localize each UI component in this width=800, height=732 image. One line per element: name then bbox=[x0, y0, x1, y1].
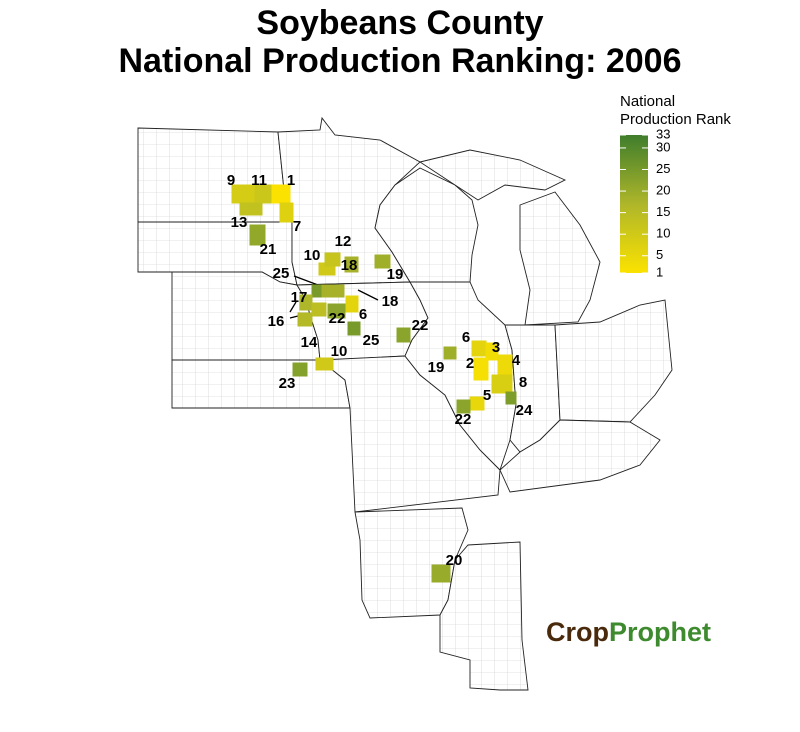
tick-label: 1 bbox=[656, 264, 663, 279]
rank-label: 4 bbox=[512, 352, 521, 369]
county bbox=[292, 362, 308, 377]
county bbox=[431, 564, 451, 583]
county bbox=[344, 256, 359, 273]
logo: CropProphet bbox=[546, 617, 711, 647]
rank-label: 25 bbox=[273, 265, 290, 282]
rank-label: 6 bbox=[359, 306, 367, 323]
county bbox=[249, 224, 266, 246]
county bbox=[347, 321, 361, 336]
legend-title: Production Rank bbox=[620, 111, 731, 128]
tick-label: 10 bbox=[656, 226, 670, 241]
tick-label: 25 bbox=[656, 161, 670, 176]
county bbox=[497, 354, 513, 376]
rank-label: 17 bbox=[291, 289, 308, 306]
rank-label: 7 bbox=[293, 218, 301, 235]
county bbox=[327, 303, 346, 319]
county bbox=[279, 202, 294, 223]
logo-part: Crop bbox=[546, 617, 609, 647]
state bbox=[439, 541, 529, 691]
rank-label: 22 bbox=[329, 310, 346, 327]
rank-label: 18 bbox=[341, 257, 358, 274]
tick-label: 30 bbox=[656, 139, 670, 154]
rank-label: 16 bbox=[268, 313, 285, 330]
rank-label: 14 bbox=[301, 334, 318, 351]
county bbox=[324, 252, 341, 267]
rank-label: 3 bbox=[492, 339, 500, 356]
tick-label: 5 bbox=[656, 247, 663, 262]
rank-label: 22 bbox=[455, 411, 472, 428]
rank-label: 12 bbox=[335, 233, 352, 250]
county bbox=[315, 357, 334, 371]
tick-label: 33 bbox=[656, 126, 670, 141]
state bbox=[374, 167, 479, 283]
county bbox=[374, 254, 391, 269]
rank-label: 25 bbox=[363, 332, 380, 349]
county bbox=[396, 327, 411, 343]
states bbox=[137, 116, 673, 691]
logo-part: Prophet bbox=[609, 617, 711, 647]
rank-label: 23 bbox=[279, 375, 296, 392]
title-line: Soybeans County bbox=[256, 4, 543, 42]
state bbox=[418, 149, 567, 201]
county bbox=[297, 312, 313, 327]
rank-label: 2 bbox=[466, 355, 474, 372]
rank-label: 20 bbox=[446, 552, 463, 569]
county bbox=[443, 346, 457, 360]
rank-label: 5 bbox=[483, 387, 491, 404]
rank-label: 9 bbox=[227, 172, 235, 189]
county bbox=[239, 202, 263, 216]
rank-label: 11 bbox=[251, 172, 267, 189]
rank-label: 21 bbox=[260, 241, 277, 258]
county bbox=[321, 284, 345, 298]
tick-label: 20 bbox=[656, 183, 670, 198]
county bbox=[311, 302, 327, 317]
rank-label: 10 bbox=[304, 247, 321, 264]
state bbox=[499, 419, 661, 493]
state bbox=[519, 191, 601, 326]
rank-label: 1 bbox=[287, 172, 295, 189]
county bbox=[491, 374, 513, 394]
title-line: National Production Ranking: 2006 bbox=[119, 42, 682, 80]
state bbox=[404, 281, 517, 471]
rank-label: 8 bbox=[519, 374, 527, 391]
legend-title: National bbox=[620, 93, 675, 110]
rank-label: 19 bbox=[387, 266, 404, 283]
rank-label: 24 bbox=[516, 402, 533, 419]
county bbox=[485, 342, 499, 361]
rank-label: 18 bbox=[382, 293, 399, 310]
tick-label: 15 bbox=[656, 204, 670, 219]
color-bar bbox=[620, 135, 648, 273]
rank-label: 22 bbox=[412, 317, 429, 334]
county bbox=[456, 399, 471, 414]
rank-label: 13 bbox=[231, 214, 248, 231]
county bbox=[505, 391, 517, 405]
county bbox=[345, 295, 359, 313]
rank-label: 6 bbox=[462, 329, 470, 346]
rank-label: 19 bbox=[428, 359, 445, 376]
rank-label: 10 bbox=[331, 343, 348, 360]
state bbox=[137, 127, 293, 223]
county bbox=[473, 357, 489, 381]
county bbox=[471, 340, 487, 357]
